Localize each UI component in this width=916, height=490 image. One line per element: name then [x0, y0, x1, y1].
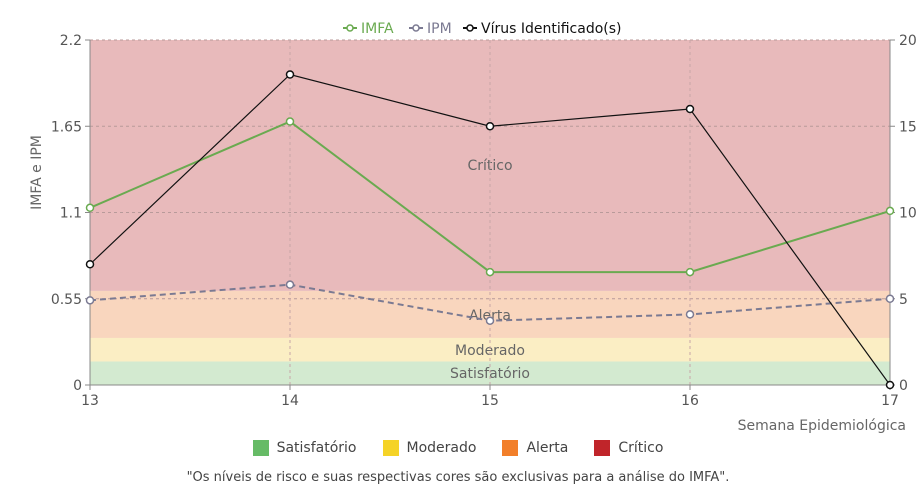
y-left-tick-label: 1.1 [60, 206, 82, 222]
y-right-tick-label: 10 [899, 206, 916, 222]
series-point-2 [285, 70, 295, 79]
y-right-tick-label: 0 [899, 378, 908, 394]
swatch-moderado [382, 440, 399, 456]
y-right-tick-label: 5 [899, 292, 908, 308]
series-point-0 [485, 267, 495, 277]
series-point-0 [685, 267, 695, 277]
legend-label: IMFA [361, 21, 394, 37]
series-point-1 [85, 296, 95, 305]
y-left-tick-label: 0 [73, 378, 82, 394]
risk-legend-label: Crítico [618, 440, 664, 456]
x-tick-label: 17 [881, 393, 899, 409]
risk-band [90, 361, 890, 385]
footnote: "Os níveis de risco e suas respectivas c… [186, 470, 730, 485]
risk-legend-label: Alerta [526, 440, 569, 456]
y-right-tick-label: 20 [899, 33, 916, 49]
risk-band-label: Moderado [455, 343, 525, 359]
y-left-tick-label: 2.2 [60, 33, 82, 49]
swatch-alerta [502, 440, 519, 456]
risk-legend-label: Satisfatório [276, 440, 357, 456]
y-left-tick-label: 1.65 [51, 119, 82, 135]
risk-band [90, 40, 890, 291]
legend-item-0[interactable]: IMFA [343, 21, 394, 37]
series-point-0 [285, 117, 295, 126]
series-point-2 [85, 260, 95, 269]
risk-band [90, 337, 890, 362]
risk-legend-item-satisfatorio[interactable]: Satisfatório [252, 440, 357, 456]
risk-legend-item-moderado[interactable]: Moderado [382, 440, 477, 456]
risk-legend-item-alerta[interactable]: Alerta [502, 440, 568, 456]
series-point-1 [485, 316, 495, 325]
x-axis-title: Semana Epidemiológica [738, 418, 906, 434]
x-tick-label: 14 [281, 393, 299, 409]
legend-item-1[interactable]: IPM [409, 21, 452, 37]
legend-label: IPM [427, 21, 452, 37]
swatch-critico [594, 440, 611, 456]
legend-marker [412, 24, 420, 32]
risk-legend: Satisfatório Moderado Alerta Crítico [0, 440, 916, 456]
series-point-1 [285, 280, 295, 289]
series-point-1 [685, 310, 695, 319]
y-left-tick-label: 0.55 [51, 292, 82, 308]
series-point-2 [885, 380, 895, 390]
series-point-2 [485, 122, 495, 131]
series-point-0 [85, 203, 95, 213]
y-right-tick-label: 15 [899, 119, 916, 135]
series-point-1 [885, 294, 895, 303]
legend-item-2[interactable]: Vírus Identificado(s) [463, 21, 622, 37]
risk-legend-label: Moderado [406, 440, 477, 456]
risk-band-label: Satisfatório [450, 366, 530, 382]
series-point-2 [685, 104, 695, 114]
y-axis-title: IMFA e IPM [29, 135, 45, 210]
x-tick-label: 15 [481, 393, 499, 409]
legend-marker [466, 24, 474, 32]
x-tick-label: 16 [681, 393, 699, 409]
legend-label: Vírus Identificado(s) [481, 21, 622, 37]
risk-legend-item-critico[interactable]: Crítico [594, 440, 663, 456]
legend-marker [346, 24, 354, 32]
series-point-0 [885, 206, 895, 216]
swatch-satisfatorio [252, 440, 269, 456]
chart-svg: SatisfatórioModeradoAlertaCrítico00.551.… [29, 21, 916, 434]
x-tick-label: 13 [81, 393, 99, 409]
